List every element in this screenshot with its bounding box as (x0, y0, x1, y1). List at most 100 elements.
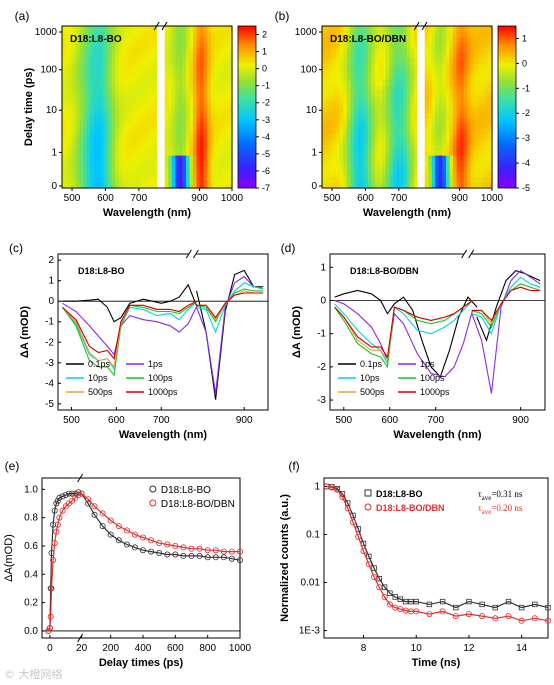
heat-cell (186, 47, 191, 54)
heat-cell (132, 128, 137, 135)
heat-cell (460, 107, 465, 113)
heat-cell (343, 101, 348, 108)
heat-cell (403, 90, 408, 97)
heat-cell (200, 101, 205, 108)
heat-cell (484, 69, 489, 76)
heat-cell (460, 58, 465, 65)
heat-cell (210, 74, 215, 81)
panel-letter: (b) (275, 9, 290, 23)
x-tick-label: 600 (167, 643, 184, 654)
heat-cell (136, 123, 141, 130)
heat-cell (111, 155, 116, 162)
heat-cell (65, 63, 70, 70)
heat-cell (186, 26, 191, 32)
heat-cell (353, 36, 358, 43)
heat-cell (364, 123, 369, 130)
heat-cell (93, 63, 98, 70)
heat-cell (467, 171, 472, 178)
heat-cell (207, 69, 212, 76)
heat-cell (200, 107, 205, 113)
heat-cell (438, 36, 443, 43)
data-point (85, 496, 92, 503)
legend-marker (364, 503, 372, 511)
data-point (139, 534, 146, 541)
heat-cell (357, 134, 362, 140)
heat-cell (371, 161, 376, 167)
heat-cell (339, 96, 344, 103)
heat-cell (481, 161, 486, 167)
heat-cell (83, 155, 88, 162)
heat-cell (125, 101, 130, 108)
heat-cell (336, 144, 341, 151)
heat-cell (186, 128, 191, 135)
heat-cell (76, 96, 81, 103)
heat-cell (83, 134, 88, 140)
heat-cell (178, 47, 183, 54)
heat-cell (147, 144, 152, 151)
heat-cell (474, 134, 479, 140)
heat-cell (481, 166, 486, 173)
heat-cell (484, 117, 489, 124)
heat-cell (224, 150, 229, 157)
heat-cell (470, 101, 475, 108)
heat-cell (210, 161, 215, 167)
heat-cell (414, 117, 419, 124)
heat-cell (460, 123, 465, 130)
heat-cell (79, 36, 84, 43)
heat-cell (111, 112, 116, 119)
heat-cell (463, 53, 468, 59)
heat-cell (488, 144, 493, 151)
heat-cell (414, 63, 419, 70)
heat-cell (353, 90, 358, 97)
heat-cell (154, 171, 159, 178)
heat-cell (122, 117, 127, 124)
heat-cell (69, 123, 74, 130)
heat-cell (164, 63, 169, 70)
heat-cell (446, 166, 451, 173)
heat-cell (139, 150, 144, 157)
heat-cell (410, 63, 415, 70)
heat-cell (210, 47, 215, 54)
heat-cell (442, 74, 447, 81)
heat-cell (76, 80, 81, 86)
heat-cell (97, 42, 102, 49)
heat-cell (322, 96, 327, 103)
heat-cell (322, 117, 327, 124)
heat-cell (217, 117, 222, 124)
heat-cell (118, 101, 123, 108)
heat-cell (147, 166, 152, 173)
heat-cell (357, 128, 362, 135)
heat-cell (178, 161, 183, 167)
heat-cell (477, 177, 482, 184)
heat-cell (125, 150, 130, 157)
heat-cell (428, 26, 433, 32)
heat-cell (104, 53, 109, 59)
heat-cell (132, 74, 137, 81)
heat-cell (62, 182, 67, 189)
y-tick-label: -3 (45, 358, 54, 369)
heat-cell (221, 101, 226, 108)
y-axis-label: Delay time (ps) (23, 68, 35, 147)
heat-cell (325, 36, 330, 43)
heat-cell (210, 96, 215, 103)
heat-cell (101, 150, 106, 157)
heat-cell (435, 161, 440, 167)
heat-cell (189, 53, 194, 59)
heat-cell (332, 53, 337, 59)
heat-cell (168, 128, 173, 135)
heat-cell (403, 128, 408, 135)
heat-cell (332, 117, 337, 124)
heat-cell (470, 58, 475, 65)
heat-cell (353, 101, 358, 108)
heat-cell (214, 182, 219, 189)
heat-cell (474, 31, 479, 38)
heat-cell (470, 31, 475, 38)
heat-cell (456, 117, 461, 124)
heat-cell (224, 161, 229, 167)
heat-cell (217, 47, 222, 54)
heat-cell (414, 144, 419, 151)
heat-cell (474, 150, 479, 157)
heat-cell (389, 53, 394, 59)
heat-cell (428, 161, 433, 167)
heat-cell (343, 47, 348, 54)
